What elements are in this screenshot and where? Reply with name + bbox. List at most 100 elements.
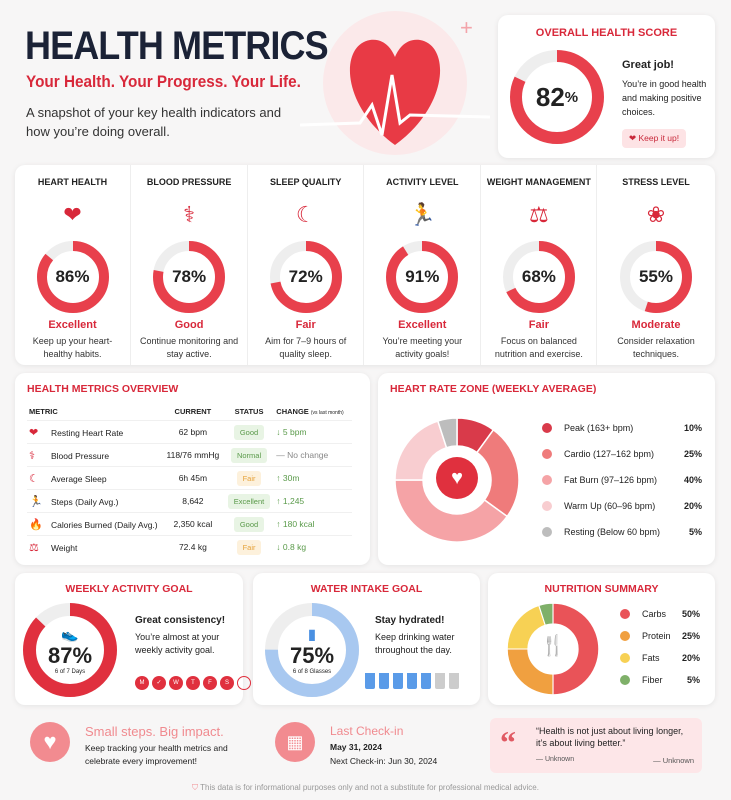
heart-icon: ♥ bbox=[30, 722, 70, 762]
status-badge: Excellent bbox=[227, 493, 271, 509]
metric-value: 72 bbox=[288, 267, 308, 286]
donut-fill bbox=[36, 241, 109, 313]
legend-swatch bbox=[620, 653, 630, 663]
quote-icon: “ bbox=[500, 724, 516, 760]
metric-name: Resting Heart Rate bbox=[51, 427, 124, 438]
overview-table: METRIC CURRENT STATUS CHANGE (vs last mo… bbox=[27, 403, 352, 559]
legend-label: Fiber bbox=[642, 675, 663, 685]
quote-author: — Unknown bbox=[536, 756, 575, 763]
change-value: ↑ 30m bbox=[274, 466, 352, 490]
glass-icon: ▮ bbox=[308, 625, 316, 642]
card-title: NUTRITION SUMMARY bbox=[544, 583, 659, 595]
running-icon: 🏃 bbox=[408, 202, 436, 227]
status-cell: Fair bbox=[223, 535, 275, 559]
water-heading: Stay hydrated! bbox=[375, 615, 445, 626]
legend-number: 20 bbox=[683, 501, 694, 511]
stethoscope-icon: ⚕ bbox=[183, 202, 196, 227]
card-title: WATER INTAKE GOAL bbox=[310, 583, 423, 595]
legend-value: 5% bbox=[686, 675, 700, 685]
legend-item: Fiber 5% bbox=[620, 669, 700, 691]
status-cell: Good bbox=[223, 420, 275, 444]
calendar-icon: ▦ bbox=[275, 722, 315, 762]
slice-carbs bbox=[552, 602, 600, 696]
running-icon: 🏃 bbox=[29, 495, 43, 508]
donut-fill bbox=[269, 241, 342, 313]
score-value: 82 bbox=[535, 81, 565, 112]
status-badge: Normal bbox=[230, 447, 268, 463]
heart-icon: ❤ bbox=[63, 202, 82, 227]
nutrition-legend: Carbs 50% Protein 25% Fats 20% Fiber 5% bbox=[620, 603, 700, 691]
legend-value: 20% bbox=[683, 501, 702, 511]
metric-donut: 86% bbox=[36, 241, 109, 313]
status-badge: Good bbox=[233, 424, 265, 440]
metric-donut: 68% bbox=[502, 241, 575, 313]
legend-swatch bbox=[542, 423, 552, 433]
flame-icon: 🔥 bbox=[29, 518, 43, 531]
keep-it-up-button[interactable]: ❤ Keep it up! bbox=[622, 129, 687, 148]
glass-icon bbox=[365, 673, 375, 689]
table-row: 🔥 Calories Burned (Daily Avg.) 2,350 kcal… bbox=[27, 512, 352, 536]
metric-description: Continue monitoring and stay active. bbox=[140, 336, 239, 359]
legend-label: Carbs bbox=[642, 609, 667, 619]
col-current: CURRENT bbox=[174, 407, 212, 416]
activity-value: 87 bbox=[47, 642, 73, 668]
nutrition-card: NUTRITION SUMMARY 🍴 Carbs 50% Protein 25% Fa… bbox=[488, 573, 715, 705]
day-marker: S bbox=[220, 676, 234, 690]
change-value: ↑ 180 kcal bbox=[274, 512, 352, 536]
score-text: You’re in good health and making positiv… bbox=[622, 79, 707, 117]
heart-illustration: + bbox=[300, 11, 490, 155]
score-unit: % bbox=[564, 88, 579, 106]
donut-fill bbox=[510, 50, 604, 144]
day-marker: ✓ bbox=[152, 676, 166, 690]
metric-description: Keep up your heart-healthy habits. bbox=[32, 336, 113, 359]
legend-item: Peak (163+ bpm) 10% bbox=[542, 415, 702, 441]
water-donut: ▮ 75% 6 of 8 Glasses bbox=[265, 603, 359, 697]
legend-swatch bbox=[542, 501, 552, 511]
weekly-activity-card: WEEKLY ACTIVITY GOAL 👟 87% 6 of 7 Days Gre… bbox=[15, 573, 251, 705]
subtitle: A snapshot of your key health indicators… bbox=[26, 105, 282, 139]
metrics-row: HEART HEALTH ❤ 86% Excellent Keep up you… bbox=[15, 165, 715, 365]
legend-value: 40% bbox=[683, 475, 702, 485]
metric-name: Steps (Daily Avg.) bbox=[51, 496, 119, 507]
glass-icon bbox=[379, 673, 389, 689]
page-title: HEALTH METRICS bbox=[25, 24, 329, 68]
heart-rate-donut bbox=[394, 417, 520, 543]
legend-swatch bbox=[542, 527, 552, 537]
metric-card: HEART HEALTH ❤ 86% Excellent Keep up you… bbox=[15, 165, 131, 365]
metric-description: Consider relaxation techniques. bbox=[617, 336, 695, 359]
legend-label: Cardio (127–162 bpm) bbox=[564, 449, 655, 459]
legend-number: 50 bbox=[681, 609, 692, 619]
slice-fiber bbox=[538, 602, 554, 626]
donut-fill bbox=[265, 603, 359, 697]
motto-text: Keep tracking your health metrics and ce… bbox=[85, 743, 228, 766]
table-row: ❤ Resting Heart Rate 62 bpm Good ↓ 5 bpm bbox=[27, 420, 352, 444]
status-cell: Normal bbox=[223, 443, 275, 467]
change-note: (vs last month) bbox=[310, 410, 344, 416]
legend-swatch bbox=[620, 609, 630, 619]
metric-donut: 91% bbox=[386, 241, 459, 313]
water-caption: 6 of 8 Glasses bbox=[292, 668, 332, 675]
legend-label: Protein bbox=[642, 631, 671, 641]
legend-label: Fat Burn (97–126 bpm) bbox=[564, 475, 658, 485]
glass-icon bbox=[393, 673, 403, 689]
legend-value: 25% bbox=[683, 449, 702, 459]
glass-tracker bbox=[365, 673, 459, 689]
status-badge: Fair bbox=[236, 470, 262, 486]
donut-fill bbox=[153, 241, 226, 313]
change-value: ↑ 1,245 bbox=[274, 489, 352, 513]
heart-rate-legend: Peak (163+ bpm) 10% Cardio (127–162 bpm) 25… bbox=[542, 415, 702, 545]
metric-card: STRESS LEVEL ❀ 55% Moderate Consider rel… bbox=[598, 165, 714, 365]
status-cell: Good bbox=[223, 512, 275, 536]
legend-swatch bbox=[542, 449, 552, 459]
card-title: OVERALL HEALTH SCORE bbox=[535, 27, 678, 39]
water-value: 75 bbox=[289, 642, 315, 668]
legend-number: 20 bbox=[681, 653, 692, 663]
metric-name: Weight bbox=[51, 542, 78, 553]
table-row: ⚖ Weight 72.4 kg Fair ↓ 0.8 kg bbox=[27, 535, 352, 559]
metric-cell: ❤ Resting Heart Rate bbox=[27, 420, 162, 444]
legend-label: Fats bbox=[642, 653, 660, 663]
checkin-title: Last Check-in bbox=[330, 724, 404, 738]
legend-item: Resting (Below 60 bpm) 5% bbox=[542, 519, 702, 545]
shield-icon: ⛉ bbox=[192, 783, 199, 792]
legend-value: 25% bbox=[681, 631, 700, 641]
